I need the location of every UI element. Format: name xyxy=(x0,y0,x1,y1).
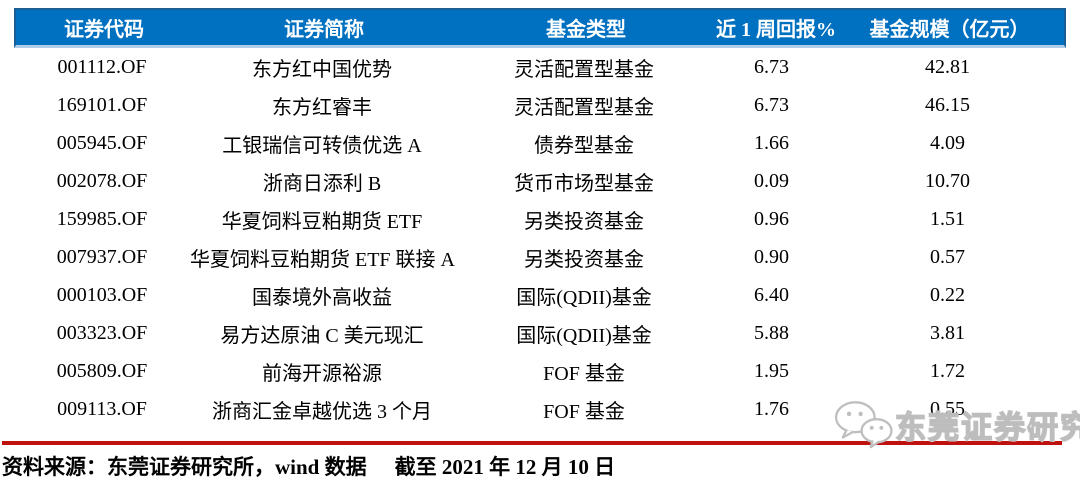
cell-type: 债券型基金 xyxy=(534,134,634,157)
fund-table: 证券代码 证券简称 基金类型 近 1 周回报% 基金规模（亿元） 001112.… xyxy=(14,8,1066,428)
cell-size: 3.81 xyxy=(930,321,965,344)
watermark: 东莞证券研究 xyxy=(833,398,1080,450)
cell-name: 前海开源裕源 xyxy=(262,362,382,385)
cell-code: 009113.OF xyxy=(57,397,147,420)
cell-return: 6.73 xyxy=(754,55,789,78)
cell-name: 浙商汇金卓越优选 3 个月 xyxy=(212,400,432,423)
cell-name: 易方达原油 C 美元现汇 xyxy=(220,324,424,347)
cell-type: FOF 基金 xyxy=(543,400,625,423)
table-row: 001112.OF 东方红中国优势 灵活配置型基金 6.73 42.81 xyxy=(14,48,1066,86)
table-row: 005945.OF 工银瑞信可转债优选 A 债券型基金 1.66 4.09 xyxy=(14,124,1066,162)
cell-return: 6.73 xyxy=(754,93,789,116)
cell-code: 007937.OF xyxy=(56,245,148,268)
table-row: 005809.OF 前海开源裕源 FOF 基金 1.95 1.72 xyxy=(14,352,1066,390)
wechat-icon xyxy=(834,401,893,449)
cell-code: 002078.OF xyxy=(56,169,148,192)
table-header-row: 证券代码 证券简称 基金类型 近 1 周回报% 基金规模（亿元） xyxy=(14,8,1066,48)
cell-name: 工银瑞信可转债优选 A xyxy=(222,134,422,157)
cell-return: 0.09 xyxy=(754,169,789,192)
cell-name: 华夏饲料豆粕期货 ETF 联接 A xyxy=(190,248,455,271)
table-row: 000103.OF 国泰境外高收益 国际(QDII)基金 6.40 0.22 xyxy=(14,276,1066,314)
source-text: 资料来源：东莞证券研究所，wind 数据 xyxy=(2,455,367,479)
col-header-name: 证券简称 xyxy=(284,19,364,41)
cell-name: 浙商日添利 B xyxy=(262,172,382,195)
table-row: 169101.OF 东方红睿丰 灵活配置型基金 6.73 46.15 xyxy=(14,86,1066,124)
cell-return: 6.40 xyxy=(754,283,789,306)
cell-name: 东方红中国优势 xyxy=(252,58,392,81)
cell-code: 001112.OF xyxy=(57,55,147,78)
table-row: 159985.OF 华夏饲料豆粕期货 ETF 另类投资基金 0.96 1.51 xyxy=(14,200,1066,238)
watermark-label: 东莞证券研究 xyxy=(894,409,1080,445)
cell-size: 42.81 xyxy=(925,55,970,78)
table-row: 007937.OF 华夏饲料豆粕期货 ETF 联接 A 另类投资基金 0.90 … xyxy=(14,238,1066,276)
cell-size: 10.70 xyxy=(925,169,970,192)
cell-type: 另类投资基金 xyxy=(524,248,644,271)
cell-code: 159985.OF xyxy=(56,207,148,230)
divider-line xyxy=(2,441,1062,445)
cell-size: 1.51 xyxy=(930,207,965,230)
cell-type: 国际(QDII)基金 xyxy=(516,286,652,309)
cell-return: 1.66 xyxy=(754,131,789,154)
cell-name: 华夏饲料豆粕期货 ETF xyxy=(221,210,423,233)
cell-return: 0.90 xyxy=(754,245,789,268)
cell-type: 货币市场型基金 xyxy=(514,172,654,195)
source-note: 资料来源：东莞证券研究所，wind 数据 截至 2021 年 12 月 10 日 xyxy=(2,451,615,481)
cell-size: 0.22 xyxy=(930,283,965,306)
cell-return: 1.76 xyxy=(754,397,789,420)
cell-type: 另类投资基金 xyxy=(524,210,644,233)
cell-type: FOF 基金 xyxy=(543,362,625,385)
cell-size: 4.09 xyxy=(930,131,965,154)
cell-return: 1.95 xyxy=(754,359,789,382)
cell-size: 1.72 xyxy=(930,359,965,382)
cell-return: 5.88 xyxy=(754,321,789,344)
table-row: 003323.OF 易方达原油 C 美元现汇 国际(QDII)基金 5.88 3… xyxy=(14,314,1066,352)
col-header-return: 近 1 周回报% xyxy=(716,19,836,41)
cell-code: 005945.OF xyxy=(56,131,148,154)
cell-code: 003323.OF xyxy=(56,321,148,344)
cell-type: 国际(QDII)基金 xyxy=(516,324,652,347)
cell-name: 国泰境外高收益 xyxy=(252,286,392,309)
cell-size: 0.55 xyxy=(930,397,965,420)
cell-code: 169101.OF xyxy=(56,93,148,116)
cell-code: 000103.OF xyxy=(56,283,148,306)
asof-text: 截至 2021 年 12 月 10 日 xyxy=(394,455,616,479)
col-header-type: 基金类型 xyxy=(546,19,626,41)
cell-return: 0.96 xyxy=(754,207,789,230)
table-row: 009113.OF 浙商汇金卓越优选 3 个月 FOF 基金 1.76 0.55 xyxy=(14,390,1066,428)
col-header-code: 证券代码 xyxy=(64,19,144,41)
cell-type: 灵活配置型基金 xyxy=(514,58,654,81)
cell-size: 0.57 xyxy=(930,245,965,268)
cell-code: 005809.OF xyxy=(56,359,148,382)
cell-size: 46.15 xyxy=(925,93,970,116)
table-row: 002078.OF 浙商日添利 B 货币市场型基金 0.09 10.70 xyxy=(14,162,1066,200)
col-header-size: 基金规模（亿元） xyxy=(869,19,1030,41)
cell-name: 东方红睿丰 xyxy=(272,96,372,119)
cell-type: 灵活配置型基金 xyxy=(514,96,654,119)
